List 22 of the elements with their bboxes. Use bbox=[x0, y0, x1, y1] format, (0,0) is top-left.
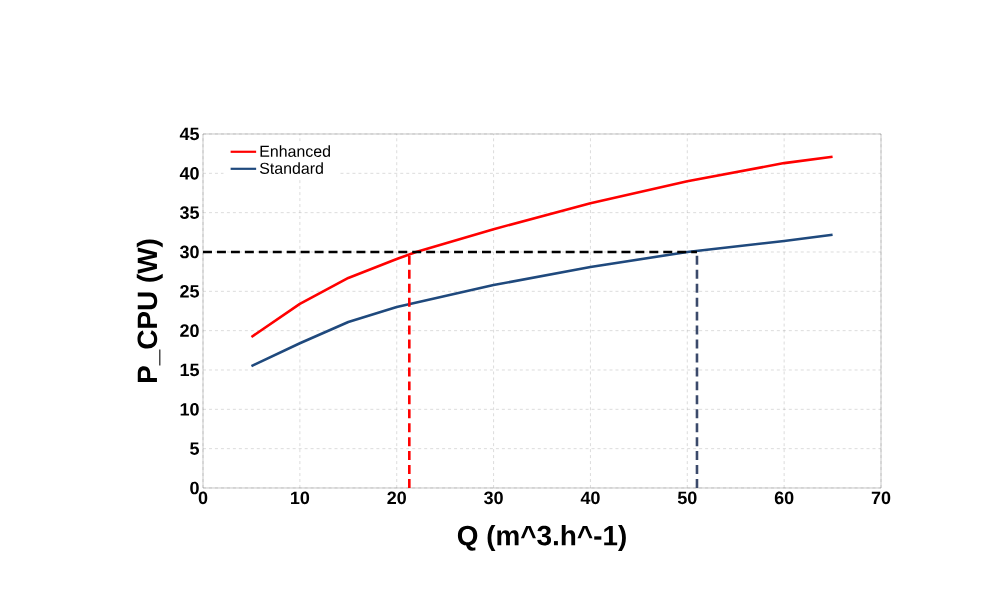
x-tick-label: 70 bbox=[871, 491, 891, 505]
y-tick-label: 20 bbox=[180, 324, 199, 337]
y-axis-title: P_CPU (W) bbox=[136, 239, 163, 382]
legend-label: Enhanced bbox=[260, 145, 330, 157]
y-tick-label: 30 bbox=[179, 245, 199, 259]
x-tick-label: 20 bbox=[387, 491, 406, 505]
x-tick-label: 50 bbox=[677, 491, 697, 505]
x-tick-label: 40 bbox=[580, 491, 600, 505]
y-tick-label: 35 bbox=[179, 206, 199, 220]
y-tick-label: 25 bbox=[180, 284, 199, 298]
y-tick-label: 0 bbox=[190, 481, 199, 495]
x-tick-label: 60 bbox=[774, 491, 794, 505]
legend-label: Standard bbox=[259, 162, 323, 174]
x-axis-title: Q (m^3.h^-1) bbox=[457, 525, 626, 552]
line-series bbox=[250, 233, 834, 368]
y-tick-label: 45 bbox=[179, 127, 199, 141]
x-tick-label: 30 bbox=[484, 491, 503, 505]
y-tick-label: 15 bbox=[180, 363, 199, 377]
x-tick-label: 10 bbox=[291, 491, 310, 505]
y-tick-label: 10 bbox=[180, 402, 199, 416]
y-tick-label: 5 bbox=[190, 442, 199, 455]
y-tick-label: 40 bbox=[179, 166, 199, 180]
